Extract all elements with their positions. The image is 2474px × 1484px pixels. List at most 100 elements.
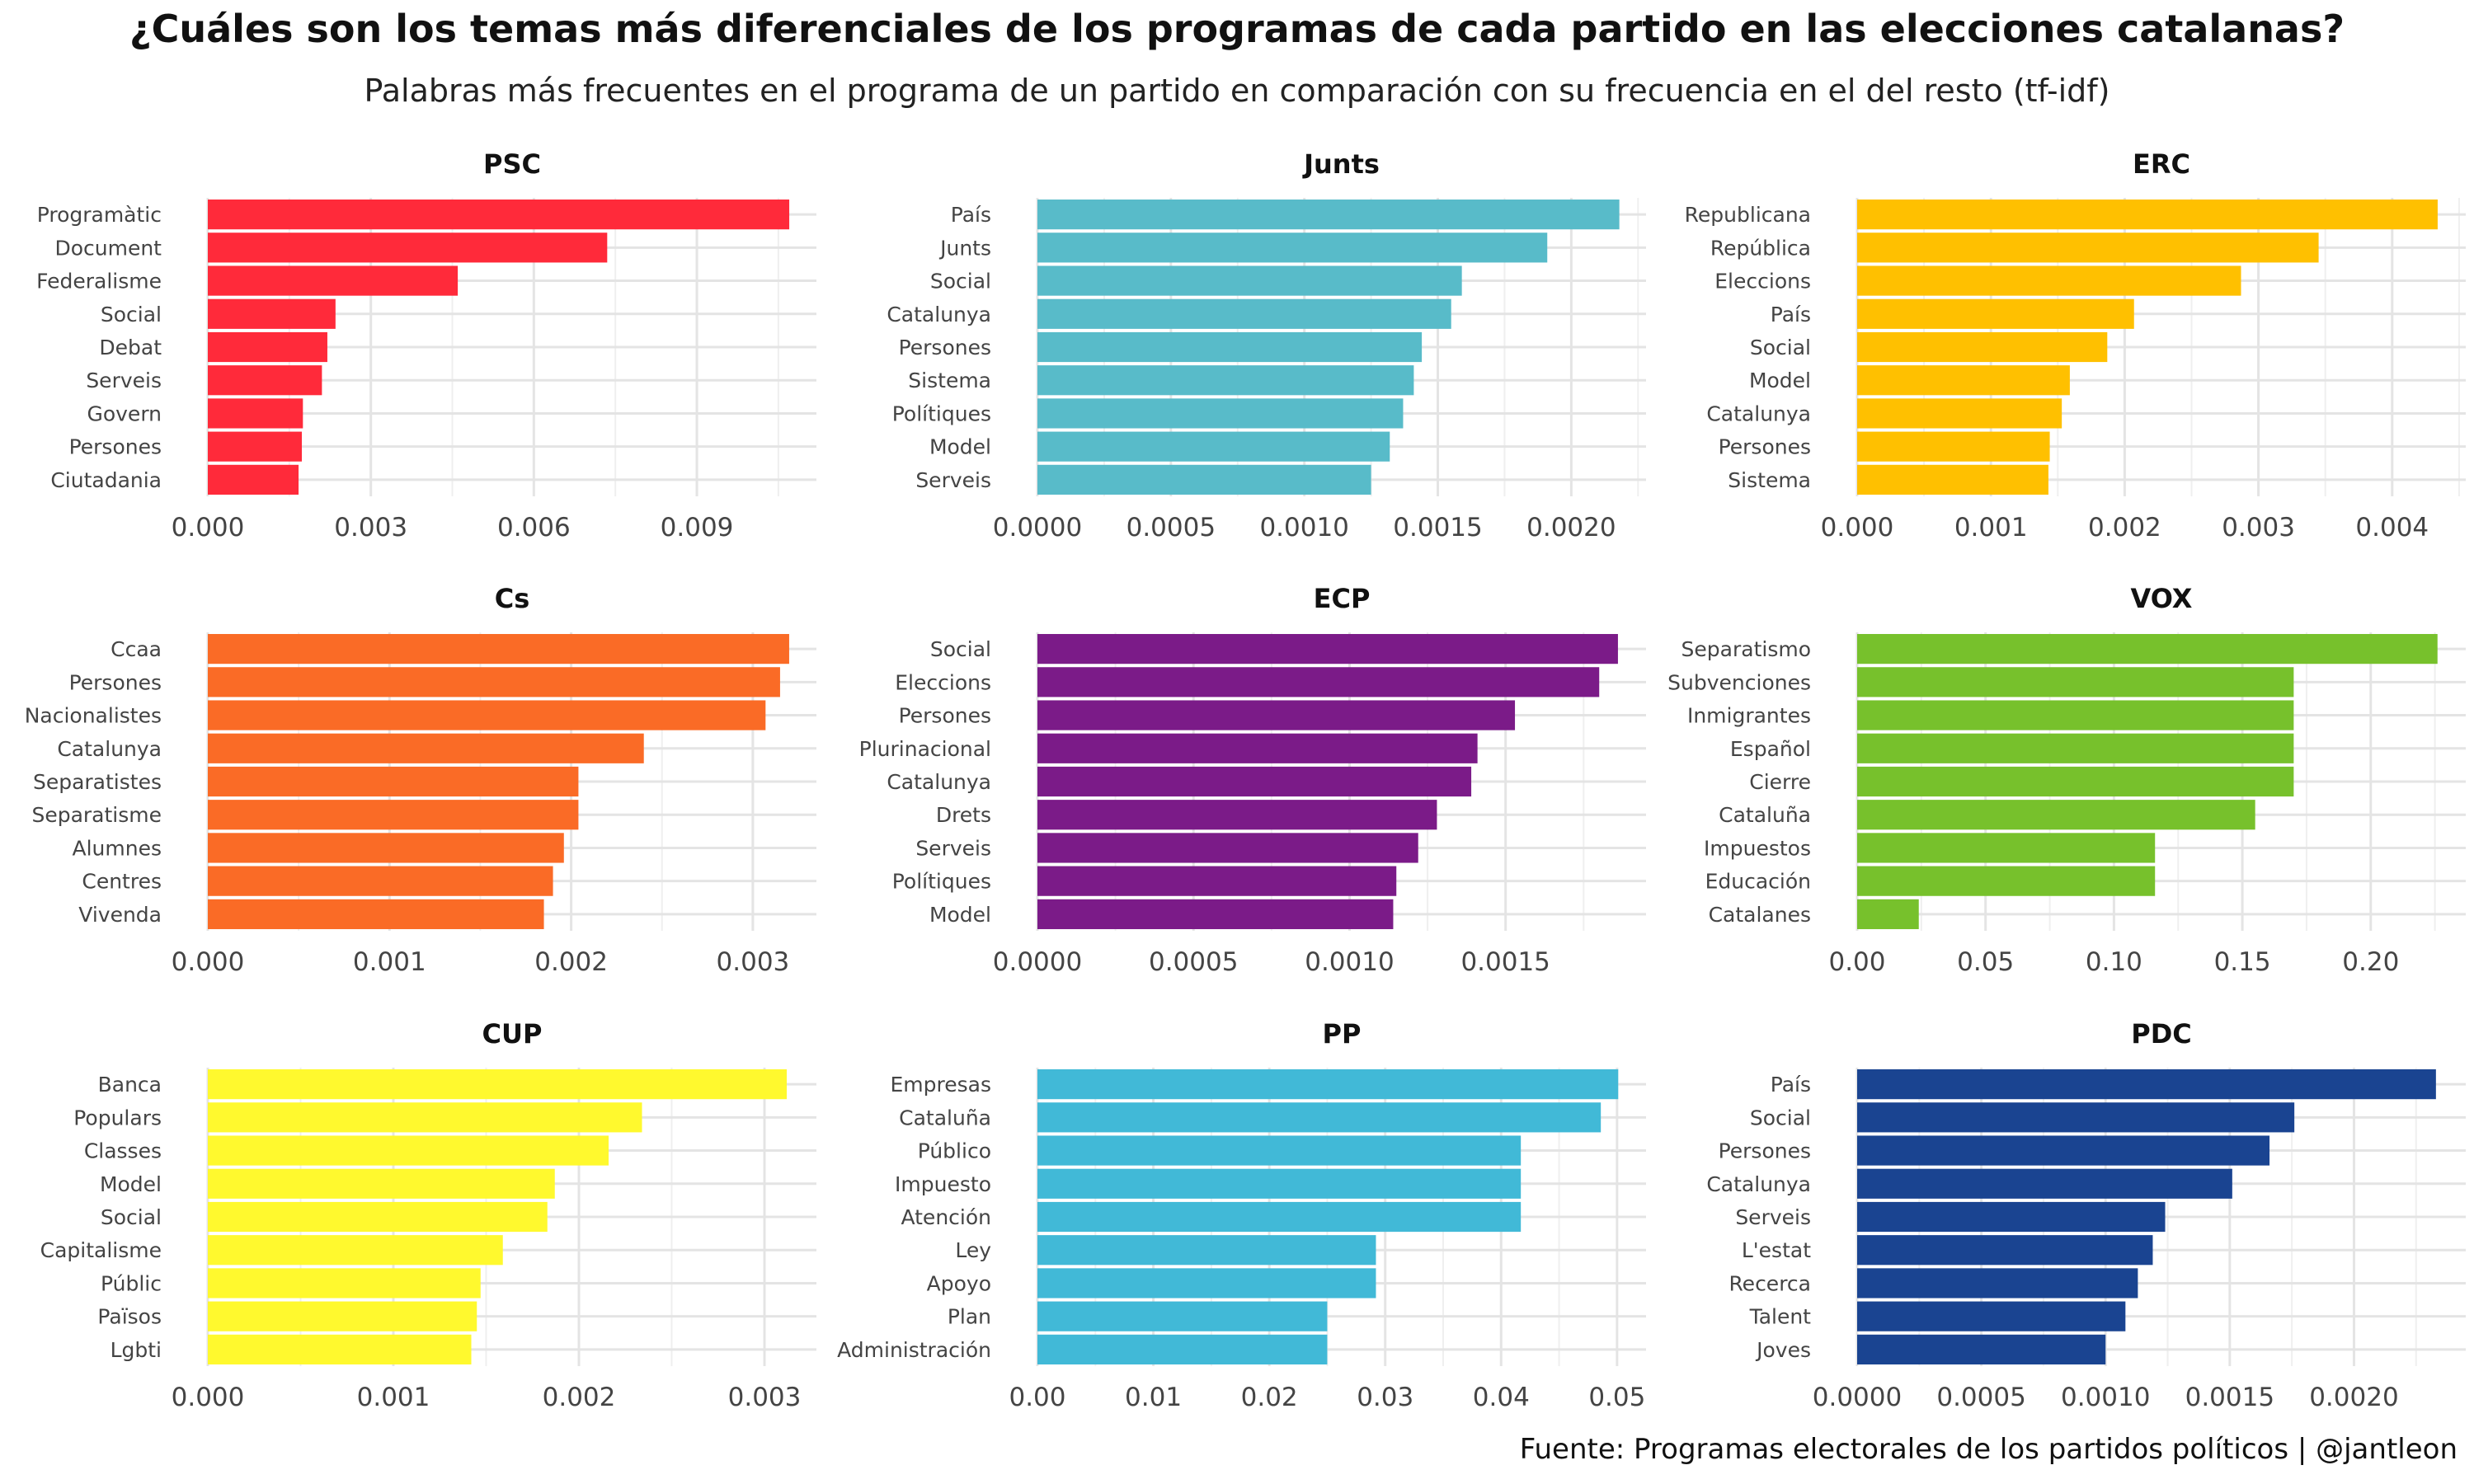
x-tick-label: 0.0000 (993, 513, 1082, 542)
bar (1857, 464, 2048, 495)
category-label: Classes (84, 1139, 162, 1163)
panel-title: VOX (2131, 583, 2193, 614)
category-label: Catalunya (887, 770, 991, 794)
bar (1857, 398, 2062, 429)
bar (1037, 431, 1390, 462)
category-label: Catalunya (57, 737, 162, 761)
bar (1037, 766, 1472, 797)
bar (1857, 1102, 2295, 1133)
panel-cup: 0.000 0.001 0.002 0.003 Banca Populars Classes… (40, 1018, 816, 1412)
bar (1857, 766, 2294, 797)
category-label: Separatismo (1681, 637, 1811, 661)
chart-title: ¿Cuáles son los temas más diferenciales … (129, 7, 2345, 51)
bar (208, 899, 544, 929)
panel-cs: 0.000 0.001 0.002 0.003 Ccaa Persones Nacional… (25, 583, 816, 977)
category-label: Eleccions (1714, 270, 1811, 294)
bar (1037, 1201, 1522, 1233)
category-label: Polítiques (892, 402, 991, 425)
category-label: Separatistes (33, 770, 162, 794)
category-label: Recerca (1729, 1271, 1811, 1295)
x-tick-label: 0.003 (728, 1383, 802, 1412)
x-tick-label: 0.10 (2086, 947, 2142, 977)
bar (208, 1201, 548, 1233)
panel-title: ECP (1314, 583, 1371, 614)
bar (208, 431, 302, 462)
x-tick-label: 0.003 (717, 947, 790, 977)
panel-title: Cs (495, 583, 530, 614)
bar (208, 1102, 642, 1133)
x-tick-label: 0.000 (172, 513, 245, 542)
category-label: Serveis (86, 369, 162, 392)
x-tick-label: 0.001 (353, 947, 426, 977)
panel-junts: 0.0000 0.0005 0.0010 0.0015 0.0020 País Junts S… (887, 148, 1646, 542)
category-label: Vivenda (78, 903, 162, 927)
category-label: Cataluña (1719, 803, 1811, 827)
bar (208, 634, 789, 665)
bar (1857, 431, 2050, 462)
category-label: Social (930, 270, 991, 294)
x-tick-label: 0.000 (1821, 513, 1894, 542)
category-label: Joves (1755, 1338, 1811, 1362)
category-label: Capitalisme (40, 1238, 162, 1262)
panel-title: ERC (2133, 148, 2190, 180)
category-label: Govern (87, 402, 162, 425)
category-label: Empresas (891, 1073, 992, 1097)
category-label: Junts (938, 236, 991, 260)
bar (1037, 298, 1451, 329)
bar (1037, 1268, 1376, 1298)
bar (208, 298, 336, 329)
category-label: Impuesto (895, 1172, 991, 1196)
x-tick-label: 0.03 (1357, 1383, 1413, 1412)
bar (1037, 700, 1516, 730)
x-tick-label: 0.002 (543, 1383, 616, 1412)
category-label: Persones (69, 670, 162, 694)
x-tick-label: 0.000 (172, 1383, 245, 1412)
bar (1037, 667, 1600, 697)
x-tick-label: 0.003 (334, 513, 407, 542)
bar (1857, 1334, 2106, 1364)
category-label: Catalunya (1706, 1172, 1811, 1196)
category-label: Polítiques (892, 870, 991, 894)
category-label: Model (100, 1172, 162, 1196)
x-tick-label: 0.006 (497, 513, 571, 542)
bar (1037, 866, 1397, 896)
bar (1857, 1069, 2436, 1100)
category-label: Social (1750, 1106, 1811, 1129)
category-label: Persones (69, 435, 162, 459)
category-label: L'estat (1742, 1238, 1811, 1262)
category-label: Ccaa (111, 637, 162, 661)
category-label: Model (929, 435, 991, 459)
bar (1037, 265, 1462, 296)
bar (1857, 899, 1919, 929)
category-label: Ley (955, 1238, 991, 1262)
bar (208, 365, 322, 396)
x-tick-label: 0.000 (172, 947, 245, 977)
x-tick-label: 0.05 (1588, 1383, 1645, 1412)
bar (1857, 667, 2294, 697)
bar (208, 1301, 477, 1331)
bar (1857, 298, 2134, 329)
x-tick-label: 0.00 (1009, 1383, 1065, 1412)
bar (208, 1235, 503, 1266)
category-label: Document (54, 236, 162, 260)
x-tick-label: 0.001 (357, 1383, 430, 1412)
bar (1037, 464, 1371, 495)
bar (208, 1168, 555, 1199)
x-tick-label: 0.0010 (2061, 1383, 2150, 1412)
x-tick-label: 0.15 (2214, 947, 2271, 977)
category-label: Persones (899, 336, 991, 359)
panel-erc: 0.000 0.001 0.002 0.003 0.004 Republicana Repú… (1685, 148, 2466, 542)
x-tick-label: 0.0005 (1936, 1383, 2025, 1412)
category-label: Cierre (1749, 770, 1811, 794)
category-label: País (1771, 303, 1811, 326)
category-label: República (1710, 236, 1811, 260)
category-label: Impuestos (1704, 836, 1811, 860)
category-label: Serveis (915, 836, 991, 860)
panel-title: PDC (2131, 1018, 2192, 1050)
bar (208, 200, 790, 230)
bar (1037, 331, 1423, 363)
bar (1037, 1301, 1328, 1331)
category-label: País (951, 203, 991, 227)
category-label: Països (97, 1305, 162, 1329)
